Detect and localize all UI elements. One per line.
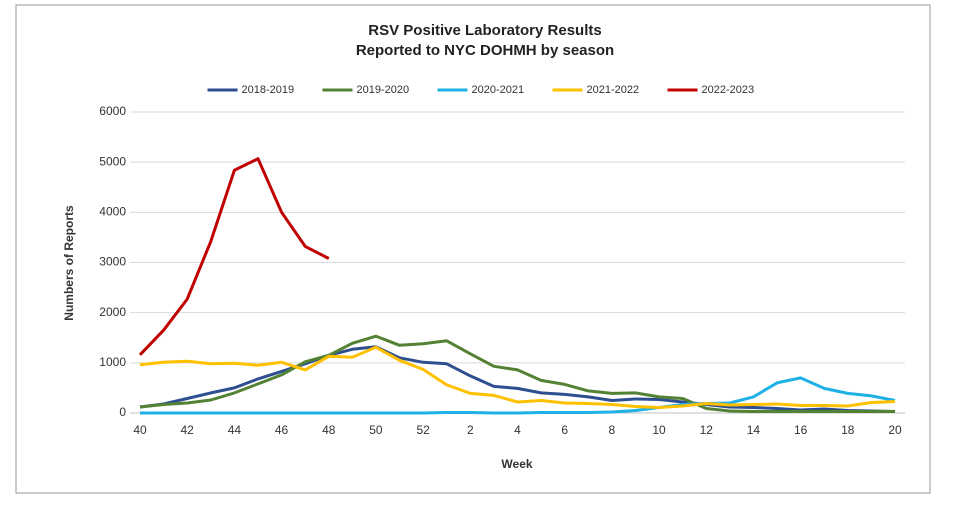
legend-label: 2020-2021 [472, 84, 525, 96]
chart-title: RSV Positive Laboratory Results [368, 22, 601, 39]
x-tick-label: 40 [133, 423, 147, 437]
series-line [139, 345, 896, 409]
y-tick-label: 1000 [99, 355, 126, 369]
y-tick-label: 4000 [99, 205, 126, 219]
x-tick-label: 42 [181, 423, 195, 437]
series-line [139, 334, 895, 413]
x-tick-label: 4 [514, 423, 521, 437]
legend-label: 2019-2020 [357, 84, 410, 96]
x-tick-label: 46 [275, 423, 289, 437]
legend-label: 2018-2019 [242, 84, 295, 96]
x-tick-label: 52 [416, 423, 430, 437]
x-tick-label: 44 [228, 423, 242, 437]
legend-label: 2022-2023 [702, 84, 755, 96]
y-tick-label: 0 [119, 405, 126, 419]
y-axis-title: Numbers of Reports [62, 205, 76, 321]
x-tick-label: 18 [841, 423, 855, 437]
x-tick-label: 8 [609, 423, 616, 437]
x-tick-label: 20 [888, 423, 902, 437]
chart-border [15, 4, 931, 494]
chart-subtitle: Reported to NYC DOHMH by season [356, 42, 614, 59]
x-tick-label: 10 [652, 423, 666, 437]
y-tick-label: 3000 [99, 255, 126, 269]
series-line [139, 345, 896, 413]
x-tick-label: 14 [747, 423, 761, 437]
x-tick-label: 2 [467, 423, 474, 437]
y-tick-label: 6000 [99, 104, 126, 118]
x-tick-label: 50 [369, 423, 383, 437]
legend-label: 2021-2022 [587, 84, 640, 96]
x-tick-label: 48 [322, 423, 336, 437]
series-line [140, 376, 896, 415]
x-axis-title: Week [501, 457, 532, 471]
x-tick-label: 6 [561, 423, 568, 437]
x-tick-label: 12 [700, 423, 714, 437]
x-tick-label: 16 [794, 423, 808, 437]
y-tick-label: 2000 [99, 305, 126, 319]
y-tick-label: 5000 [99, 154, 126, 168]
series-line [138, 157, 330, 356]
